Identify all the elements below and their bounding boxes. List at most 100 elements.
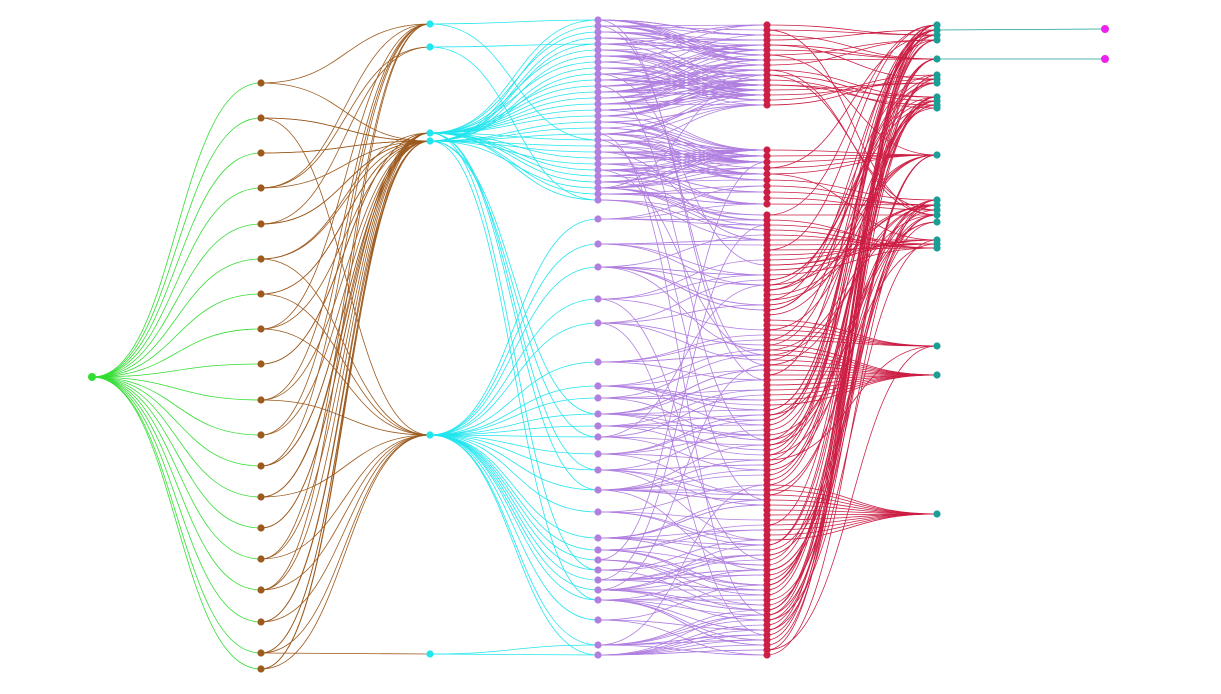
- edge: [597, 484, 768, 646]
- edge: [597, 322, 768, 346]
- node: [763, 226, 771, 234]
- node: [763, 446, 771, 454]
- edge: [597, 104, 768, 147]
- node: [763, 326, 771, 334]
- edge: [597, 37, 768, 61]
- node: [594, 190, 602, 198]
- node: [763, 441, 771, 449]
- edge: [597, 619, 768, 656]
- edge: [429, 653, 599, 656]
- edge: [597, 121, 768, 151]
- node: [763, 351, 771, 359]
- edge: [597, 44, 768, 57]
- node: [594, 295, 602, 303]
- node: [763, 456, 771, 464]
- edge: [766, 24, 938, 611]
- edge: [597, 354, 768, 399]
- node: [763, 576, 771, 584]
- edge: [766, 345, 938, 461]
- edge: [766, 247, 938, 251]
- edge: [429, 46, 599, 201]
- edge: [429, 43, 599, 48]
- node: [594, 82, 602, 90]
- node: [763, 291, 771, 299]
- edge: [597, 499, 768, 539]
- edge: [597, 369, 768, 415]
- node: [763, 566, 771, 574]
- edge: [766, 239, 938, 271]
- edge: [91, 187, 262, 378]
- node: [763, 61, 771, 69]
- edge: [597, 94, 768, 135]
- edge: [597, 149, 768, 189]
- node: [763, 611, 771, 619]
- edge: [429, 140, 599, 153]
- node: [763, 41, 771, 49]
- node: [763, 241, 771, 249]
- edge: [597, 474, 768, 491]
- edge: [260, 434, 431, 498]
- edge: [429, 132, 599, 471]
- node: [933, 211, 941, 219]
- node: [594, 215, 602, 223]
- node: [763, 586, 771, 594]
- edge: [260, 23, 431, 84]
- edge: [260, 140, 431, 225]
- edge: [260, 23, 431, 591]
- node: [594, 148, 602, 156]
- node: [763, 541, 771, 549]
- node: [763, 521, 771, 529]
- edge: [936, 28, 1106, 31]
- node: [763, 596, 771, 604]
- node: [763, 401, 771, 409]
- node: [763, 491, 771, 499]
- edge: [766, 24, 938, 591]
- node: [763, 606, 771, 614]
- node: [763, 81, 771, 89]
- edge: [597, 413, 768, 451]
- node: [257, 255, 265, 263]
- node: [594, 394, 602, 402]
- edge: [260, 46, 431, 225]
- edge: [260, 434, 431, 560]
- node: [257, 396, 265, 404]
- node: [594, 556, 602, 564]
- edge: [766, 214, 938, 551]
- edge: [597, 224, 768, 581]
- node: [763, 146, 771, 154]
- edge: [766, 204, 938, 301]
- edge: [597, 24, 768, 63]
- edge: [260, 46, 431, 189]
- edge: [597, 574, 768, 591]
- node: [594, 130, 602, 138]
- edge: [597, 266, 768, 351]
- edge: [429, 19, 599, 134]
- node: [763, 316, 771, 324]
- edge: [429, 43, 599, 142]
- edge: [597, 104, 768, 135]
- node: [763, 531, 771, 539]
- edge: [597, 61, 768, 101]
- node: [594, 319, 602, 327]
- edge: [260, 23, 431, 467]
- edge: [766, 74, 938, 101]
- edge: [597, 266, 768, 311]
- node: [594, 486, 602, 494]
- node: [594, 70, 602, 78]
- node: [594, 124, 602, 132]
- node: [933, 196, 941, 204]
- edge: [597, 469, 768, 506]
- node: [426, 43, 434, 51]
- edge: [429, 133, 599, 142]
- edge: [597, 489, 768, 571]
- edge: [91, 376, 262, 467]
- edge: [260, 132, 431, 560]
- node: [594, 616, 602, 624]
- edge: [766, 204, 938, 441]
- node: [594, 100, 602, 108]
- node: [594, 58, 602, 66]
- edge: [260, 23, 431, 560]
- edge: [429, 434, 599, 561]
- node: [763, 51, 771, 59]
- edge: [597, 99, 768, 129]
